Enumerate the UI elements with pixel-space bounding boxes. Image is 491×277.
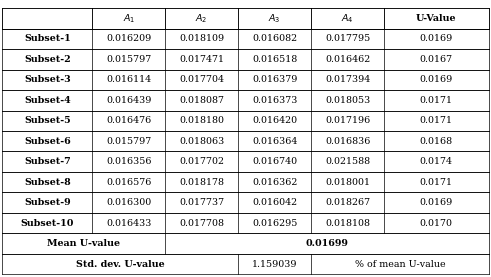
Text: 0.017394: 0.017394 xyxy=(325,75,370,84)
Text: 0.0169: 0.0169 xyxy=(420,198,453,207)
Text: 0.0167: 0.0167 xyxy=(420,55,453,64)
Text: 0.017795: 0.017795 xyxy=(325,35,370,43)
Text: % of mean U-value: % of mean U-value xyxy=(355,260,445,268)
Text: 0.016373: 0.016373 xyxy=(252,96,298,105)
Text: 0.016836: 0.016836 xyxy=(325,137,370,146)
Text: 0.015797: 0.015797 xyxy=(106,55,151,64)
Text: 0.0170: 0.0170 xyxy=(420,219,453,228)
Text: 0.018180: 0.018180 xyxy=(179,116,224,125)
Text: 0.015797: 0.015797 xyxy=(106,137,151,146)
Text: Subset-1: Subset-1 xyxy=(24,35,71,43)
Text: 0.016420: 0.016420 xyxy=(252,116,297,125)
Text: $A_2$: $A_2$ xyxy=(195,12,208,25)
Text: 0.016740: 0.016740 xyxy=(252,157,297,166)
Text: 0.0169: 0.0169 xyxy=(420,75,453,84)
Text: 0.016518: 0.016518 xyxy=(252,55,297,64)
Text: $A_1$: $A_1$ xyxy=(123,12,135,25)
Text: 0.016576: 0.016576 xyxy=(106,178,152,187)
Text: Subset-6: Subset-6 xyxy=(24,137,71,146)
Text: 0.016362: 0.016362 xyxy=(252,178,298,187)
Text: 0.021588: 0.021588 xyxy=(325,157,370,166)
Text: 0.017708: 0.017708 xyxy=(179,219,224,228)
Text: 0.018063: 0.018063 xyxy=(179,137,224,146)
Text: 0.016462: 0.016462 xyxy=(325,55,370,64)
Text: 0.018109: 0.018109 xyxy=(179,35,224,43)
Text: 0.0171: 0.0171 xyxy=(420,178,453,187)
Text: Subset-3: Subset-3 xyxy=(24,75,71,84)
Text: 0.0174: 0.0174 xyxy=(420,157,453,166)
Text: 0.018178: 0.018178 xyxy=(179,178,224,187)
Text: 0.016082: 0.016082 xyxy=(252,35,297,43)
Text: 0.016114: 0.016114 xyxy=(106,75,151,84)
Text: 0.017737: 0.017737 xyxy=(179,198,224,207)
Text: U-Value: U-Value xyxy=(416,14,457,23)
Text: 0.0169: 0.0169 xyxy=(420,35,453,43)
Text: Subset-7: Subset-7 xyxy=(24,157,71,166)
Text: 0.016439: 0.016439 xyxy=(106,96,152,105)
Text: 0.016433: 0.016433 xyxy=(106,219,152,228)
Text: 0.016364: 0.016364 xyxy=(252,137,298,146)
Text: 1.159039: 1.159039 xyxy=(252,260,298,268)
Text: 0.018108: 0.018108 xyxy=(325,219,370,228)
Text: 0.017702: 0.017702 xyxy=(179,157,224,166)
Text: 0.016300: 0.016300 xyxy=(106,198,151,207)
Text: 0.017471: 0.017471 xyxy=(179,55,224,64)
Text: 0.016356: 0.016356 xyxy=(106,157,152,166)
Text: 0.018001: 0.018001 xyxy=(325,178,370,187)
Text: 0.0168: 0.0168 xyxy=(420,137,453,146)
Text: 0.016295: 0.016295 xyxy=(252,219,298,228)
Text: Std. dev. U-value: Std. dev. U-value xyxy=(76,260,164,268)
Text: 0.016476: 0.016476 xyxy=(106,116,151,125)
Text: 0.017196: 0.017196 xyxy=(325,116,370,125)
Text: 0.0171: 0.0171 xyxy=(420,116,453,125)
Text: 0.01699: 0.01699 xyxy=(305,239,348,248)
Text: $A_4$: $A_4$ xyxy=(341,12,354,25)
Text: 0.017704: 0.017704 xyxy=(179,75,224,84)
Text: Subset-9: Subset-9 xyxy=(24,198,71,207)
Text: Mean U-value: Mean U-value xyxy=(47,239,120,248)
Text: 0.018087: 0.018087 xyxy=(179,96,224,105)
Text: Subset-5: Subset-5 xyxy=(24,116,71,125)
Text: 0.018053: 0.018053 xyxy=(325,96,370,105)
Text: 0.0171: 0.0171 xyxy=(420,96,453,105)
Text: 0.016209: 0.016209 xyxy=(106,35,151,43)
Text: Subset-8: Subset-8 xyxy=(24,178,71,187)
Text: $A_3$: $A_3$ xyxy=(269,12,281,25)
Text: Subset-2: Subset-2 xyxy=(24,55,71,64)
Text: Subset-4: Subset-4 xyxy=(24,96,71,105)
Text: Subset-10: Subset-10 xyxy=(21,219,74,228)
Text: 0.016042: 0.016042 xyxy=(252,198,297,207)
Text: 0.016379: 0.016379 xyxy=(252,75,298,84)
Text: 0.018267: 0.018267 xyxy=(325,198,370,207)
